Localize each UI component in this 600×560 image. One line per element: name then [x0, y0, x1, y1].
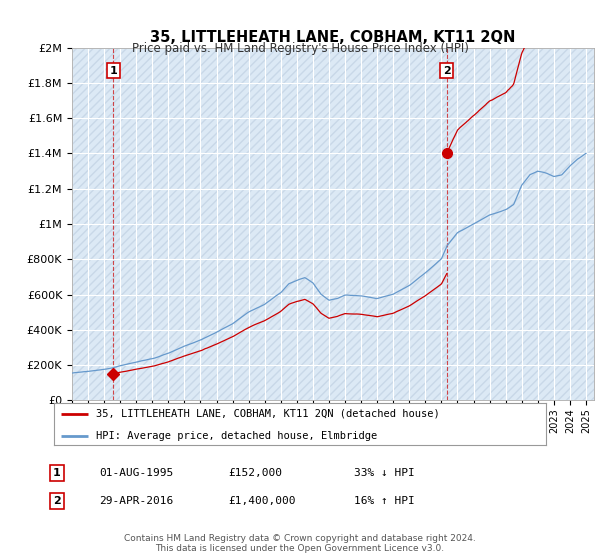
Text: HPI: Average price, detached house, Elmbridge: HPI: Average price, detached house, Elmb… [96, 431, 377, 441]
Title: 35, LITTLEHEATH LANE, COBHAM, KT11 2QN: 35, LITTLEHEATH LANE, COBHAM, KT11 2QN [151, 30, 515, 45]
Text: 1: 1 [110, 66, 118, 76]
Text: £152,000: £152,000 [228, 468, 282, 478]
Text: 29-APR-2016: 29-APR-2016 [99, 496, 173, 506]
Text: 01-AUG-1995: 01-AUG-1995 [99, 468, 173, 478]
Text: Contains HM Land Registry data © Crown copyright and database right 2024.
This d: Contains HM Land Registry data © Crown c… [124, 534, 476, 553]
Text: 16% ↑ HPI: 16% ↑ HPI [354, 496, 415, 506]
Text: 33% ↓ HPI: 33% ↓ HPI [354, 468, 415, 478]
Text: 2: 2 [53, 496, 61, 506]
Text: £1,400,000: £1,400,000 [228, 496, 296, 506]
Text: Price paid vs. HM Land Registry's House Price Index (HPI): Price paid vs. HM Land Registry's House … [131, 42, 469, 55]
Text: 2: 2 [443, 66, 451, 76]
Text: 35, LITTLEHEATH LANE, COBHAM, KT11 2QN (detached house): 35, LITTLEHEATH LANE, COBHAM, KT11 2QN (… [96, 409, 440, 419]
Text: 1: 1 [53, 468, 61, 478]
